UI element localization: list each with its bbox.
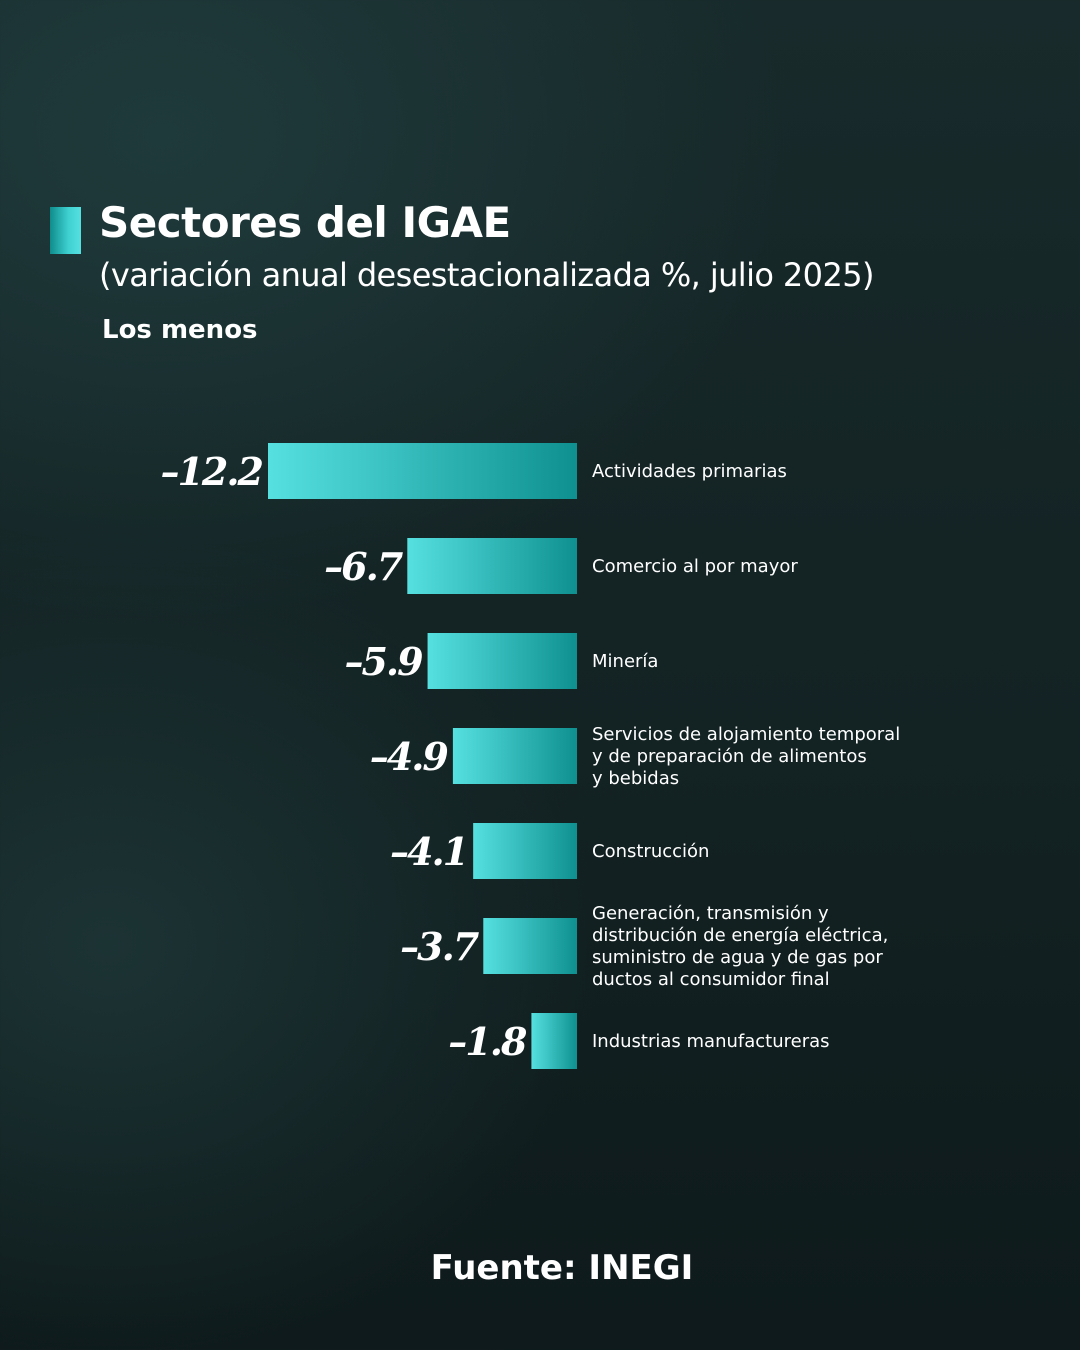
bar-5 (473, 823, 577, 879)
chart-subtitle: (variación anual desestacionalizada %, j… (99, 256, 874, 294)
category-label-6: Generación, transmisión y distribución de… (592, 903, 888, 990)
value-label-6: –3.7 (400, 924, 479, 969)
chart-title: Sectores del IGAE (99, 198, 511, 247)
value-label-1: –12.2 (160, 449, 262, 494)
category-label-4: Servicios de alojamiento temporal y de pr… (592, 724, 900, 789)
category-label-5: Construcción (592, 841, 709, 862)
category-label-line: Servicios de alojamiento temporal (592, 724, 900, 745)
category-label-line: Industrias manufactureras (592, 1031, 830, 1052)
value-label-4: –4.9 (370, 734, 449, 779)
category-label-line: Generación, transmisión y (592, 903, 829, 924)
category-label-line: Construcción (592, 841, 709, 862)
category-label-3: Minería (592, 651, 658, 672)
category-label-line: ductos al consumidor final (592, 969, 830, 990)
category-label-line: suministro de agua y de gas por (592, 947, 883, 968)
category-label-7: Industrias manufactureras (592, 1031, 830, 1052)
bar-6 (483, 918, 577, 974)
category-label-line: y de preparación de alimentos (592, 746, 867, 767)
source-note: Fuente: INEGI (430, 1248, 694, 1288)
category-label-line: Minería (592, 651, 658, 672)
value-label-2: –6.7 (324, 544, 403, 589)
bar-2 (407, 538, 577, 594)
category-label-line: y bebidas (592, 768, 679, 789)
value-label-5: –4.1 (390, 829, 467, 874)
value-label-3: –5.9 (344, 639, 423, 684)
section-label: Los menos (102, 315, 258, 345)
title-accent-mark (50, 207, 81, 254)
value-label-7: –1.8 (448, 1019, 527, 1064)
category-label-line: Actividades primarias (592, 461, 787, 482)
category-label-2: Comercio al por mayor (592, 556, 798, 577)
category-label-1: Actividades primarias (592, 461, 787, 482)
bar-7 (531, 1013, 577, 1069)
category-label-line: Comercio al por mayor (592, 556, 798, 577)
category-label-line: distribución de energía eléctrica, (592, 925, 888, 946)
bar-1 (268, 443, 577, 499)
bar-4 (452, 728, 577, 784)
bar-3 (427, 633, 577, 689)
